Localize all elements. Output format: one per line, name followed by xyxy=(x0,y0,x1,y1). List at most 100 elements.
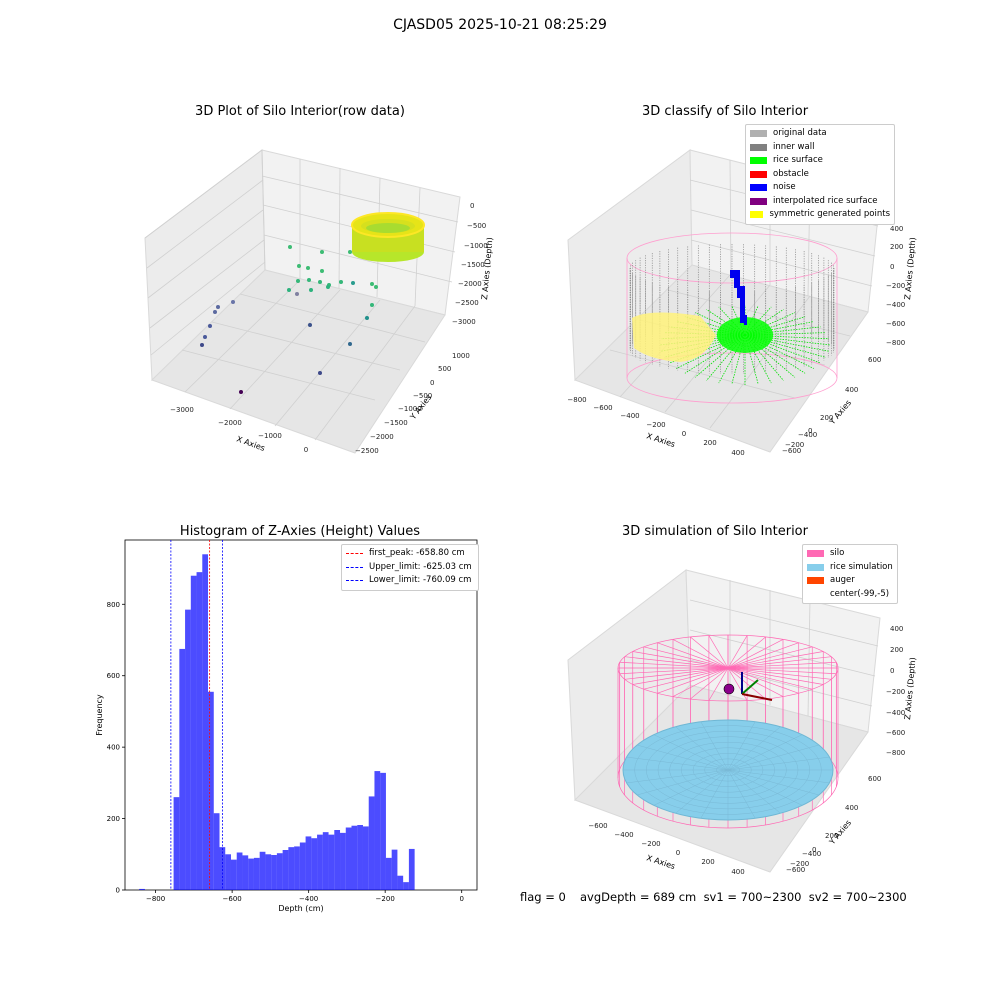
legend-swatch xyxy=(807,550,824,558)
p2-ylabel: Y Axies xyxy=(827,398,853,427)
raw-point xyxy=(203,335,207,339)
pane-floor xyxy=(151,269,446,454)
raw-point xyxy=(288,245,292,249)
raw-point xyxy=(287,288,291,292)
histogram-bar xyxy=(271,855,277,890)
histogram-bar xyxy=(219,847,226,890)
histogram-legend: first_peak: -658.80 cm Upper_limit: -625… xyxy=(341,544,479,591)
p2-ytick: 600 xyxy=(868,356,881,364)
status-flag: flag = 0 xyxy=(520,890,566,904)
panel2-legend: original data inner wall rice surface ob… xyxy=(745,124,895,225)
raw-point xyxy=(308,323,312,327)
status-avg-depth: avgDepth = 689 cm sv1 = 700~2300 sv2 = 7… xyxy=(580,890,907,904)
histogram-bar xyxy=(340,832,346,890)
histogram-bar xyxy=(236,852,243,890)
raw-point xyxy=(348,342,352,346)
histogram-bars xyxy=(139,554,415,890)
histogram-bar xyxy=(368,796,375,890)
raw-point xyxy=(365,316,369,320)
histogram-xticks: −800 −600 −400 −200 0 xyxy=(146,890,464,903)
p1-xtick: 0 xyxy=(304,446,308,454)
raw-point xyxy=(208,324,212,328)
p1-ztick: −1500 xyxy=(461,261,485,269)
p1-xtick: −2000 xyxy=(218,419,242,427)
p1-ztick: −2500 xyxy=(455,299,479,307)
p1-ytick: −500 xyxy=(413,392,432,400)
p2-ztick: 200 xyxy=(890,243,903,251)
raw-point xyxy=(320,250,324,254)
p4-ytick: 0 xyxy=(812,846,816,854)
p2-ztick: 0 xyxy=(890,263,894,271)
legend-swatch xyxy=(750,211,764,219)
histogram-ylabel: Frequency xyxy=(95,694,104,736)
raw-point xyxy=(318,371,322,375)
p1-ztick: −500 xyxy=(467,222,486,230)
raw-point xyxy=(351,281,355,285)
histogram-bar xyxy=(276,853,283,890)
histogram-xlabel: Depth (cm) xyxy=(278,904,323,913)
legend-auger: auger xyxy=(807,574,893,588)
p4-ytick: 400 xyxy=(845,804,858,812)
histogram-bar xyxy=(362,826,369,890)
rice-surface-center xyxy=(717,317,773,353)
histogram-bar xyxy=(202,554,209,890)
p1-ytick: −2500 xyxy=(355,447,379,455)
p1-xtick: −1000 xyxy=(258,432,282,440)
legend-noise: noise xyxy=(750,181,890,195)
legend-interpolated: interpolated rice surface xyxy=(750,195,890,209)
histogram-bar xyxy=(208,691,214,890)
figure-title: CJASD05 2025-10-21 08:25:29 xyxy=(393,17,607,33)
histogram-xtick-label: 0 xyxy=(459,895,463,903)
p2-ytick: −600 xyxy=(782,447,801,455)
p2-ztick: −400 xyxy=(886,301,905,309)
p1-ytick: −1500 xyxy=(384,419,408,427)
p4-ytick: 600 xyxy=(868,775,881,783)
histogram-bar xyxy=(213,813,220,890)
p4-xtick: −400 xyxy=(614,831,633,839)
raw-point xyxy=(320,269,324,273)
p4-ztick: −800 xyxy=(886,749,905,757)
p2-xtick: −600 xyxy=(593,404,612,412)
p4-xlabel: X Axies xyxy=(645,853,676,871)
histogram-bar xyxy=(294,846,300,890)
p1-ztick: −2000 xyxy=(458,280,482,288)
legend-upper-limit: Upper_limit: -625.03 cm xyxy=(346,561,474,575)
histogram-bar xyxy=(385,857,392,890)
panel4-plot: −600 −400 −200 0 200 400 600 400 200 0 −… xyxy=(567,569,917,876)
p2-ztick: −600 xyxy=(886,320,905,328)
raw-scatter-points xyxy=(200,245,378,394)
histogram-bar xyxy=(345,827,352,890)
p4-zlabel: Z Axies (Depth) xyxy=(903,657,917,720)
raw-point xyxy=(318,280,322,284)
histogram-bar xyxy=(374,771,381,890)
p2-xtick: −800 xyxy=(567,396,586,404)
raw-point xyxy=(309,288,313,292)
histogram-bar xyxy=(253,857,260,890)
panel1-plot: −3000 −2000 −1000 0 1000 500 0 −500 −100… xyxy=(144,149,494,455)
legend-center: center(-99,-5) xyxy=(807,588,893,602)
histogram-bar xyxy=(230,859,237,890)
histogram-bar xyxy=(173,797,180,890)
raw-point xyxy=(231,300,235,304)
p1-ytick: 500 xyxy=(438,365,451,373)
raw-point xyxy=(374,285,378,289)
raw-point xyxy=(239,390,243,394)
p4-ztick: −200 xyxy=(886,688,905,696)
p2-ytick: −400 xyxy=(798,431,817,439)
p1-ytick: −2000 xyxy=(370,433,394,441)
panel4-title: 3D simulation of Silo Interior xyxy=(622,524,808,539)
p2-ztick: 400 xyxy=(890,225,903,233)
p1-xtick: −3000 xyxy=(170,406,194,414)
histogram-bar xyxy=(196,572,203,890)
legend-original-data: original data xyxy=(750,127,890,141)
p4-xtick: 400 xyxy=(731,868,744,876)
p2-ytick: 400 xyxy=(845,386,858,394)
legend-swatch xyxy=(750,143,767,151)
p4-xtick: −600 xyxy=(588,822,607,830)
raw-ring-cluster xyxy=(351,212,425,262)
legend-obstacle: obstacle xyxy=(750,168,890,182)
histogram-xtick-label: −800 xyxy=(146,895,165,903)
p2-ztick: −200 xyxy=(886,282,905,290)
legend-swatch xyxy=(807,563,824,571)
histogram-bar xyxy=(317,834,323,890)
